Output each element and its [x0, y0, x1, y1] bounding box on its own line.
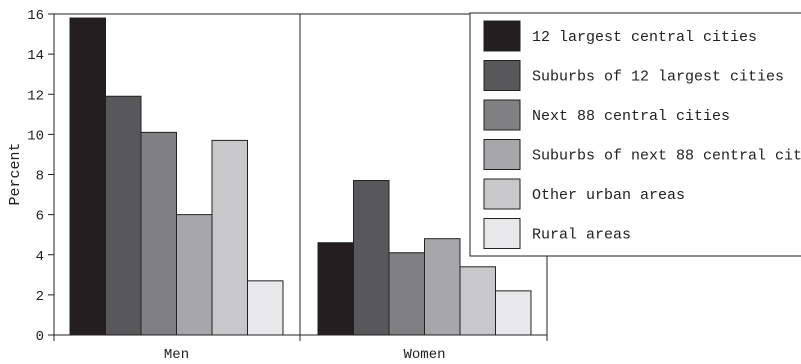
- bar-men-series-5: [211, 139, 248, 336]
- legend-box: [469, 12, 801, 257]
- y-tick-label: 4: [36, 249, 44, 265]
- legend-swatch: [483, 60, 521, 91]
- legend-swatch: [483, 99, 521, 131]
- y-tick-label: 14: [27, 48, 44, 64]
- legend-label: Rural areas: [532, 227, 631, 244]
- y-tick-label: 8: [36, 169, 44, 185]
- bar-women-series-1: [317, 242, 354, 336]
- legend-label: 12 largest central cities: [532, 29, 757, 46]
- legend-label: Other urban areas: [532, 187, 685, 204]
- legend-label: Suburbs of next 88 central cities: [532, 148, 801, 165]
- legend-swatch: [483, 139, 521, 170]
- bar-men-series-4: [176, 214, 213, 336]
- y-axis: 0 2 4 6 8 10 12 14 16: [27, 8, 54, 345]
- bar-men-series-2: [105, 95, 142, 336]
- y-tick-label: 12: [27, 88, 44, 104]
- legend: 12 largest central cities Suburbs of 12 l…: [469, 12, 801, 257]
- bar-women-series-3: [388, 252, 425, 336]
- bars: [69, 17, 532, 336]
- bar-women-series-5: [459, 266, 496, 336]
- x-axis: Men Women: [53, 335, 548, 363]
- legend-swatch: [483, 178, 521, 210]
- legend-swatch: [483, 20, 521, 52]
- bar-men-series-1: [69, 17, 106, 336]
- y-tick-label: 6: [36, 209, 44, 225]
- bar-women-series-6: [495, 290, 532, 336]
- bar-men-series-3: [140, 131, 177, 336]
- legend-swatch: [483, 218, 521, 249]
- y-axis-title: Percent: [7, 142, 24, 205]
- y-tick-label: 0: [36, 329, 44, 345]
- x-category-label: Men: [164, 347, 189, 363]
- bar-women-series-2: [353, 180, 390, 336]
- y-tick-label: 10: [27, 128, 44, 144]
- bar-men-series-6: [247, 280, 284, 336]
- legend-label: Suburbs of 12 largest cities: [532, 69, 784, 86]
- y-tick-label: 2: [36, 289, 44, 305]
- y-tick-label: 16: [27, 8, 44, 24]
- bar-women-series-4: [424, 238, 461, 336]
- legend-label: Next 88 central cities: [532, 108, 730, 125]
- x-category-label: Women: [403, 347, 445, 363]
